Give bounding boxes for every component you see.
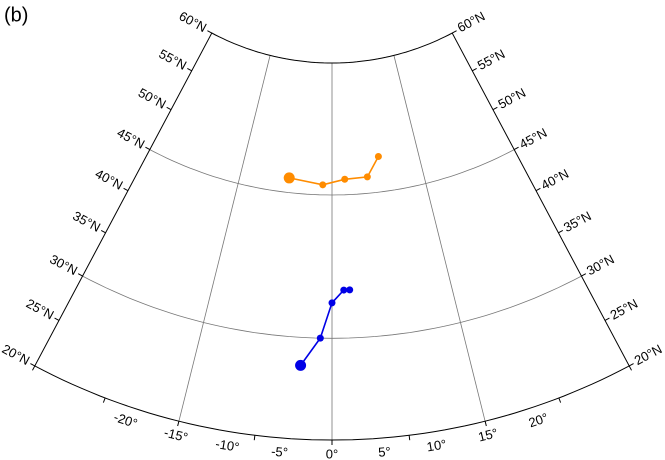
lat-label: 35°N <box>70 208 103 235</box>
lat-tick <box>207 30 213 34</box>
track-point <box>346 286 354 294</box>
lat-tick <box>77 273 83 277</box>
lon-label: -10° <box>214 436 240 455</box>
lat-label: 25°N <box>608 296 641 323</box>
track-line <box>299 289 350 366</box>
track-point <box>363 173 371 181</box>
lat-tick <box>628 363 634 367</box>
track-point <box>340 286 348 294</box>
lon-label: -15° <box>163 425 190 445</box>
lat-label: 20°N <box>632 341 665 368</box>
lat-label: 45°N <box>517 125 550 152</box>
lat-label: 20°N <box>0 341 32 368</box>
track-point <box>295 359 307 371</box>
lat-label: 40°N <box>539 166 572 193</box>
lat-tick <box>513 146 519 151</box>
track-point <box>374 153 382 161</box>
lat-tick <box>187 67 192 72</box>
track-line <box>289 156 380 186</box>
lat-tick <box>123 187 129 192</box>
lat-tick <box>492 106 498 111</box>
panel-label: (b) <box>4 4 28 26</box>
track-point <box>283 172 295 184</box>
lon-tick <box>558 397 562 403</box>
lon-tick <box>484 421 487 427</box>
lon-tick <box>177 421 180 427</box>
lat-tick <box>604 317 610 321</box>
lat-tick <box>451 30 457 34</box>
lon-label: 0° <box>326 446 338 460</box>
lat-label: 55°N <box>156 46 189 73</box>
lon-label: 15° <box>477 425 500 444</box>
lat-tick <box>54 317 60 321</box>
lon-tick <box>32 365 36 371</box>
track-point <box>316 334 324 342</box>
lat-label: 35°N <box>561 208 594 235</box>
lat-label: 50°N <box>495 85 528 112</box>
lon-label: -5° <box>271 444 289 460</box>
lat-tick <box>100 230 106 234</box>
lat-tick <box>166 106 172 111</box>
lat-tick <box>472 67 477 72</box>
lon-tick <box>102 397 106 403</box>
track-point <box>341 175 349 183</box>
lon-label: -20° <box>112 409 140 431</box>
lat-tick <box>30 363 36 367</box>
lon-tick <box>628 365 632 371</box>
lat-label: 30°N <box>47 251 80 278</box>
lat-tick <box>535 187 541 192</box>
lat-label: 60°N <box>177 8 210 35</box>
lat-tick <box>581 273 587 277</box>
lon-label: 20° <box>527 410 550 430</box>
lat-label: 50°N <box>136 85 169 112</box>
meridian <box>393 55 486 422</box>
lat-label: 60°N <box>455 8 488 35</box>
lat-label: 55°N <box>475 46 508 73</box>
lat-label: 40°N <box>93 166 126 193</box>
lat-tick <box>145 146 151 151</box>
lon-label: 5° <box>378 444 392 460</box>
lon-label: 10° <box>426 436 448 454</box>
lat-label: 25°N <box>24 296 57 323</box>
lon-tick <box>253 435 256 441</box>
meridian <box>178 55 271 422</box>
lat-label: 30°N <box>584 251 617 278</box>
lon-tick <box>408 435 411 441</box>
track-point <box>328 299 336 307</box>
lat-label: 45°N <box>115 125 148 152</box>
lat-tick <box>558 230 564 234</box>
track-point <box>319 181 327 189</box>
